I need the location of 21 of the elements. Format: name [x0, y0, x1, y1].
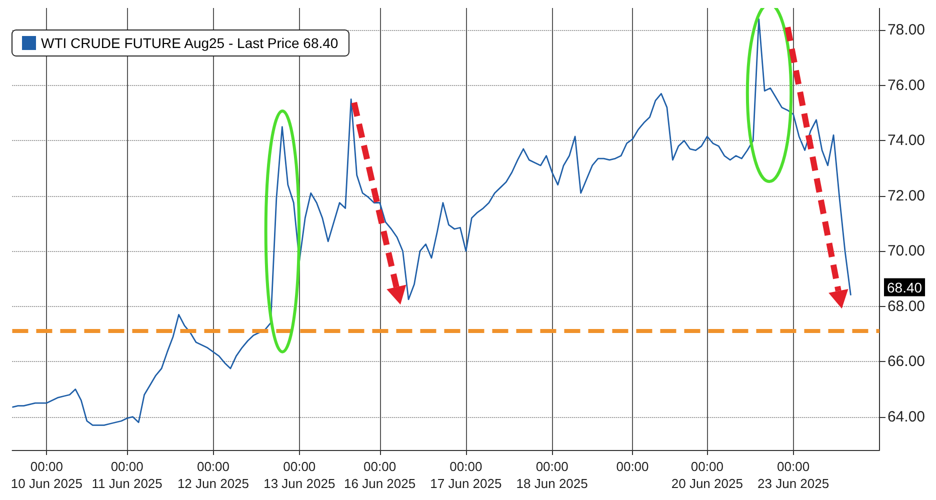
y-tick-label: 78.00 [887, 22, 926, 39]
x-tick-label: 00:00 20 Jun 2025 [671, 459, 743, 491]
x-tick-label: 00:00 17 Jun 2025 [430, 459, 502, 491]
x-tick-label: 00:00 12 Jun 2025 [177, 459, 250, 491]
x-tick-label: 00:00 16 Jun 2025 [344, 459, 416, 491]
y-tick-label: 72.00 [887, 187, 926, 204]
x-tick-label: 00:00 11 Jun 2025 [92, 459, 162, 491]
legend-label: WTI CRUDE FUTURE Aug25 - Last Price 68.40 [41, 35, 338, 51]
y-tick-label: 74.00 [887, 132, 926, 150]
x-tick-label: 00:00 [616, 459, 649, 474]
y-tick-label: 76.00 [887, 76, 926, 94]
x-tick-label: 00:00 13 Jun 2025 [264, 459, 336, 491]
y-tick-label: 64.00 [887, 408, 926, 426]
line-series [12, 18, 852, 426]
x-tick-label: 00:00 18 Jun 2025 [516, 459, 588, 491]
y-tick-label: 68.00 [887, 298, 926, 315]
x-tick-label: 00:00 10 Jun 2025 [10, 459, 82, 491]
text: 68.40 [887, 279, 922, 296]
x-tick-label: 00:00 23 Jun 2025 [758, 459, 830, 491]
y-tick-label: 66.00 [887, 353, 926, 370]
y-tick-label: 70.00 [887, 242, 926, 260]
